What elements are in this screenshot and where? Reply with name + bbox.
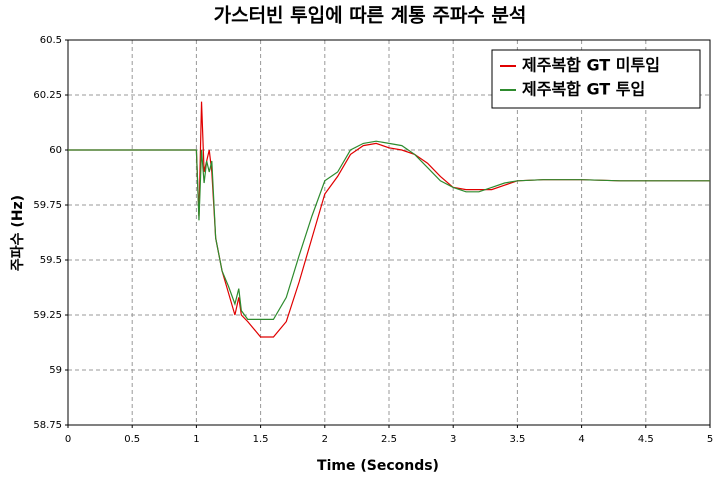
plot-frame [67,39,711,426]
x-axis-label: Time (Seconds) [317,458,439,474]
x-tick-label: 3 [450,434,456,445]
chart-title: 가스터빈 투입에 따른 계통 주파수 분석 [214,5,527,27]
x-tick-label: 1.5 [253,434,269,445]
x-tick-label: 2.5 [381,434,397,445]
y-axis-label: 주파수 (Hz) [10,195,26,271]
x-tick-label: 0.5 [124,434,140,445]
x-tick-label: 4 [578,434,584,445]
x-tick-label: 0 [65,434,71,445]
legend-box [491,49,701,109]
x-tick-label: 3.5 [509,434,525,445]
x-tick-label: 1 [193,434,199,445]
y-tick-label: 59.75 [33,200,62,211]
series-line [68,140,710,320]
y-tick-label: 59 [49,365,62,376]
legend-label: 제주복합 GT 투입 [522,80,645,99]
legend-label: 제주복합 GT 미투입 [522,56,660,75]
x-tick-label: 5 [707,434,713,445]
x-tick-label: 2 [322,434,328,445]
y-tick-label: 59.5 [40,255,62,266]
y-tick-label: 60.5 [40,35,62,46]
x-tick-label: 4.5 [638,434,654,445]
y-tick-label: 59.25 [33,310,62,321]
y-tick-label: 60 [49,145,62,156]
y-tick-label: 60.25 [33,90,62,101]
y-tick-label: 58.75 [33,420,62,431]
